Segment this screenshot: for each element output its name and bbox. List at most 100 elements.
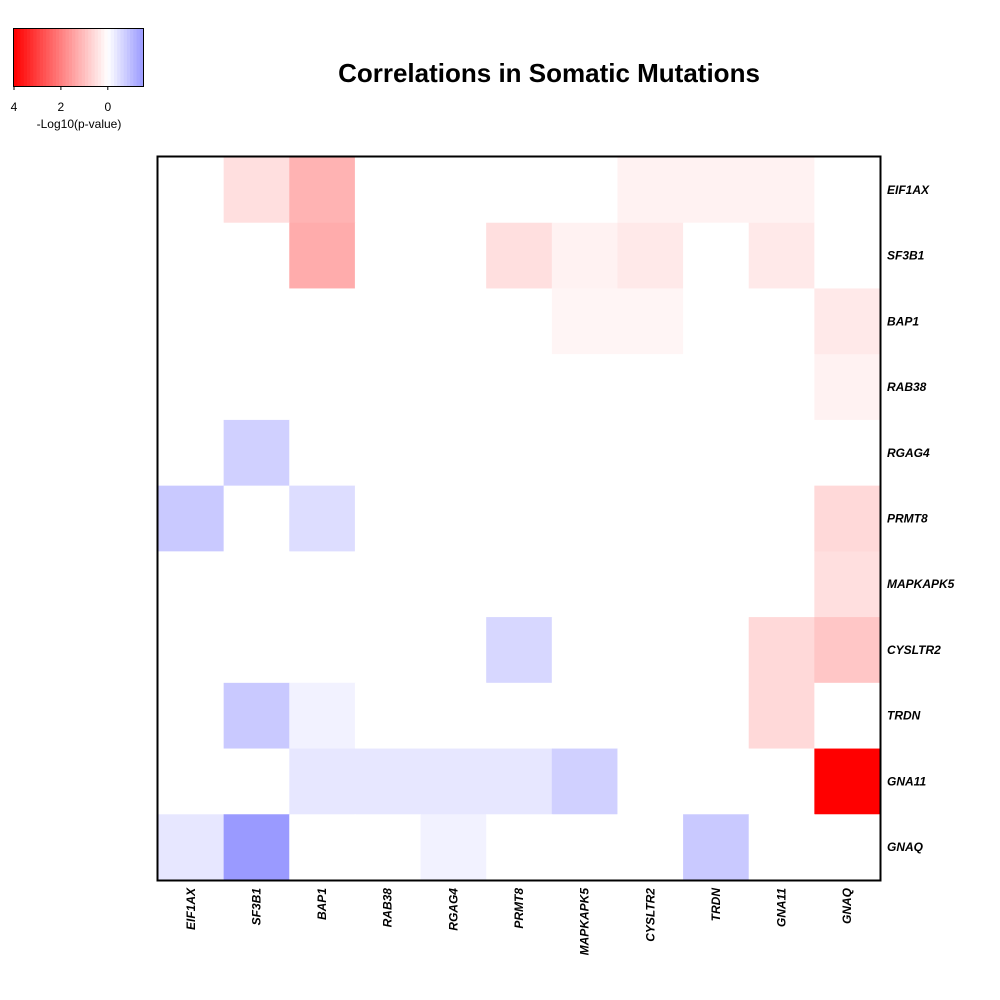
heatmap-cell-bap1-eif1ax xyxy=(158,288,225,355)
heatmap-cell-gnaq-mapkapk5 xyxy=(551,814,618,881)
heatmap-cell-prmt8-rgag4 xyxy=(420,485,487,552)
heatmap-cell-prmt8-eif1ax xyxy=(158,485,225,552)
legend-color-strip xyxy=(20,29,25,86)
heatmap-cell-bap1-rgag4 xyxy=(420,288,487,355)
heatmap-cell-rgag4-gna11 xyxy=(748,419,815,487)
heatmap-cell-mapkapk5-eif1ax xyxy=(158,551,225,618)
heatmap-cell-gna11-gnaq xyxy=(814,748,881,815)
legend-color-strip xyxy=(84,29,89,86)
heatmap-cell-trdn-mapkapk5 xyxy=(551,682,618,750)
heatmap-cell-trdn-cysltr2 xyxy=(617,682,684,750)
legend-color-strip xyxy=(59,29,63,86)
legend-color-strip xyxy=(46,29,50,86)
legend-color-strip xyxy=(133,29,137,86)
legend-color-strip xyxy=(68,29,73,86)
legend-color-strip xyxy=(65,29,70,86)
heatmap-cell-prmt8-sf3b1 xyxy=(223,485,290,552)
x-tick-label: GNA11 xyxy=(775,888,789,927)
heatmap-cell-rab38-rgag4 xyxy=(420,354,487,421)
heatmap-cell-sf3b1-bap1 xyxy=(289,222,356,289)
heatmap-cell-mapkapk5-prmt8 xyxy=(486,551,553,618)
legend-color-strip xyxy=(78,29,83,86)
heatmap-cell-gnaq-cysltr2 xyxy=(617,814,684,881)
legend-tick-label: 0 xyxy=(104,100,111,114)
heatmap-cell-eif1ax-mapkapk5 xyxy=(551,157,618,224)
heatmap-cell-bap1-bap1 xyxy=(289,288,356,355)
legend-color-strip xyxy=(136,29,141,86)
y-tick-label: PRMT8 xyxy=(887,512,928,526)
y-tick-label: SF3B1 xyxy=(887,249,925,263)
heatmap-cell-prmt8-gna11 xyxy=(748,485,815,552)
heatmap-cell-gnaq-rab38 xyxy=(354,814,422,881)
heatmap-cell-rgag4-rab38 xyxy=(354,419,422,487)
heatmap-cell-rab38-gna11 xyxy=(748,354,815,421)
heatmap-cell-mapkapk5-sf3b1 xyxy=(223,551,290,618)
legend-border xyxy=(13,28,144,87)
heatmap-cell-trdn-eif1ax xyxy=(158,682,225,750)
heatmap-cell-rab38-mapkapk5 xyxy=(551,354,618,421)
legend-color-strip xyxy=(107,29,112,86)
heatmap-cell-rab38-gnaq xyxy=(814,354,881,421)
legend-color-strip xyxy=(30,29,34,86)
heatmap-cell-mapkapk5-trdn xyxy=(683,551,750,618)
heatmap-cell-rgag4-gnaq xyxy=(814,419,881,487)
heatmap-cell-mapkapk5-rgag4 xyxy=(420,551,487,618)
heatmap-cell-prmt8-mapkapk5 xyxy=(551,485,618,552)
heatmap-cell-prmt8-rab38 xyxy=(354,485,422,552)
heatmap-cell-eif1ax-rgag4 xyxy=(420,157,487,224)
heatmap-cell-eif1ax-cysltr2 xyxy=(617,157,684,224)
x-tick-label: PRMT8 xyxy=(512,888,526,929)
legend-color-strip xyxy=(113,29,118,86)
heatmap-cell-sf3b1-rgag4 xyxy=(420,222,487,289)
heatmap-cell-gnaq-trdn xyxy=(683,814,750,881)
heatmap-cell-bap1-trdn xyxy=(683,288,750,355)
heatmap-cell-prmt8-gnaq xyxy=(814,485,881,552)
legend-color-strip xyxy=(43,29,47,86)
legend-color-strip xyxy=(52,29,57,86)
legend-color-strip xyxy=(104,29,108,86)
legend-color-strip xyxy=(33,29,37,86)
heatmap-cell-cysltr2-rgag4 xyxy=(420,617,487,684)
heatmap-cell-bap1-rab38 xyxy=(354,288,422,355)
heatmap-cell-eif1ax-eif1ax xyxy=(158,157,225,224)
heatmap-cell-eif1ax-rab38 xyxy=(354,157,422,224)
heatmap-cell-rgag4-mapkapk5 xyxy=(551,419,618,487)
heatmap-cell-gnaq-prmt8 xyxy=(486,814,553,881)
legend-color-strip xyxy=(139,29,144,86)
heatmap-cell-gna11-mapkapk5 xyxy=(551,748,618,815)
heatmap-cell-rgag4-cysltr2 xyxy=(617,419,684,487)
heatmap-cell-gna11-prmt8 xyxy=(486,748,553,815)
heatmap-cell-gnaq-gnaq xyxy=(814,814,881,881)
heatmap-cell-cysltr2-gna11 xyxy=(748,617,815,684)
heatmap-cell-rab38-bap1 xyxy=(289,354,356,421)
heatmap-cell-mapkapk5-rab38 xyxy=(354,551,422,618)
heatmap-cell-gnaq-rgag4 xyxy=(420,814,487,881)
legend-tick-label: 2 xyxy=(58,100,65,114)
heatmap-cell-bap1-sf3b1 xyxy=(223,288,290,355)
heatmap-cell-gna11-cysltr2 xyxy=(617,748,684,815)
legend-color-strip xyxy=(126,29,131,86)
y-tick-label: RAB38 xyxy=(887,380,927,394)
y-tick-label: MAPKAPK5 xyxy=(887,577,955,591)
chart-title: Correlations in Somatic Mutations xyxy=(338,58,760,88)
x-axis-labels: EIF1AX SF3B1 BAP1 RAB38 RGAG4 PRMT8 MAPKAPK5 CY… xyxy=(184,887,854,955)
plot-border xyxy=(156,155,882,882)
heatmap-cell-trdn-rab38 xyxy=(354,682,422,750)
heatmap-cell-cysltr2-trdn xyxy=(683,617,750,684)
heatmap-cell-mapkapk5-mapkapk5 xyxy=(551,551,618,618)
legend-color-strip xyxy=(120,29,125,86)
legend-color-strip xyxy=(91,29,96,86)
heatmap-cell-eif1ax-bap1 xyxy=(289,157,356,224)
heatmap-cell-rgag4-bap1 xyxy=(289,419,356,487)
heatmap-cell-rgag4-eif1ax xyxy=(158,419,225,487)
legend-color-strip xyxy=(110,29,115,86)
heatmap-cell-gna11-sf3b1 xyxy=(223,748,290,815)
heatmap-cell-bap1-prmt8 xyxy=(486,288,553,355)
y-tick-label: EIF1AX xyxy=(887,183,930,197)
heatmap-cell-gna11-rab38 xyxy=(354,748,422,815)
heatmap-cell-gnaq-gna11 xyxy=(748,814,815,881)
color-legend: 4 2 0 -Log10(p-value) xyxy=(11,28,144,131)
heatmap-cell-rgag4-prmt8 xyxy=(486,419,553,487)
heatmap-cell-sf3b1-rab38 xyxy=(354,222,422,289)
